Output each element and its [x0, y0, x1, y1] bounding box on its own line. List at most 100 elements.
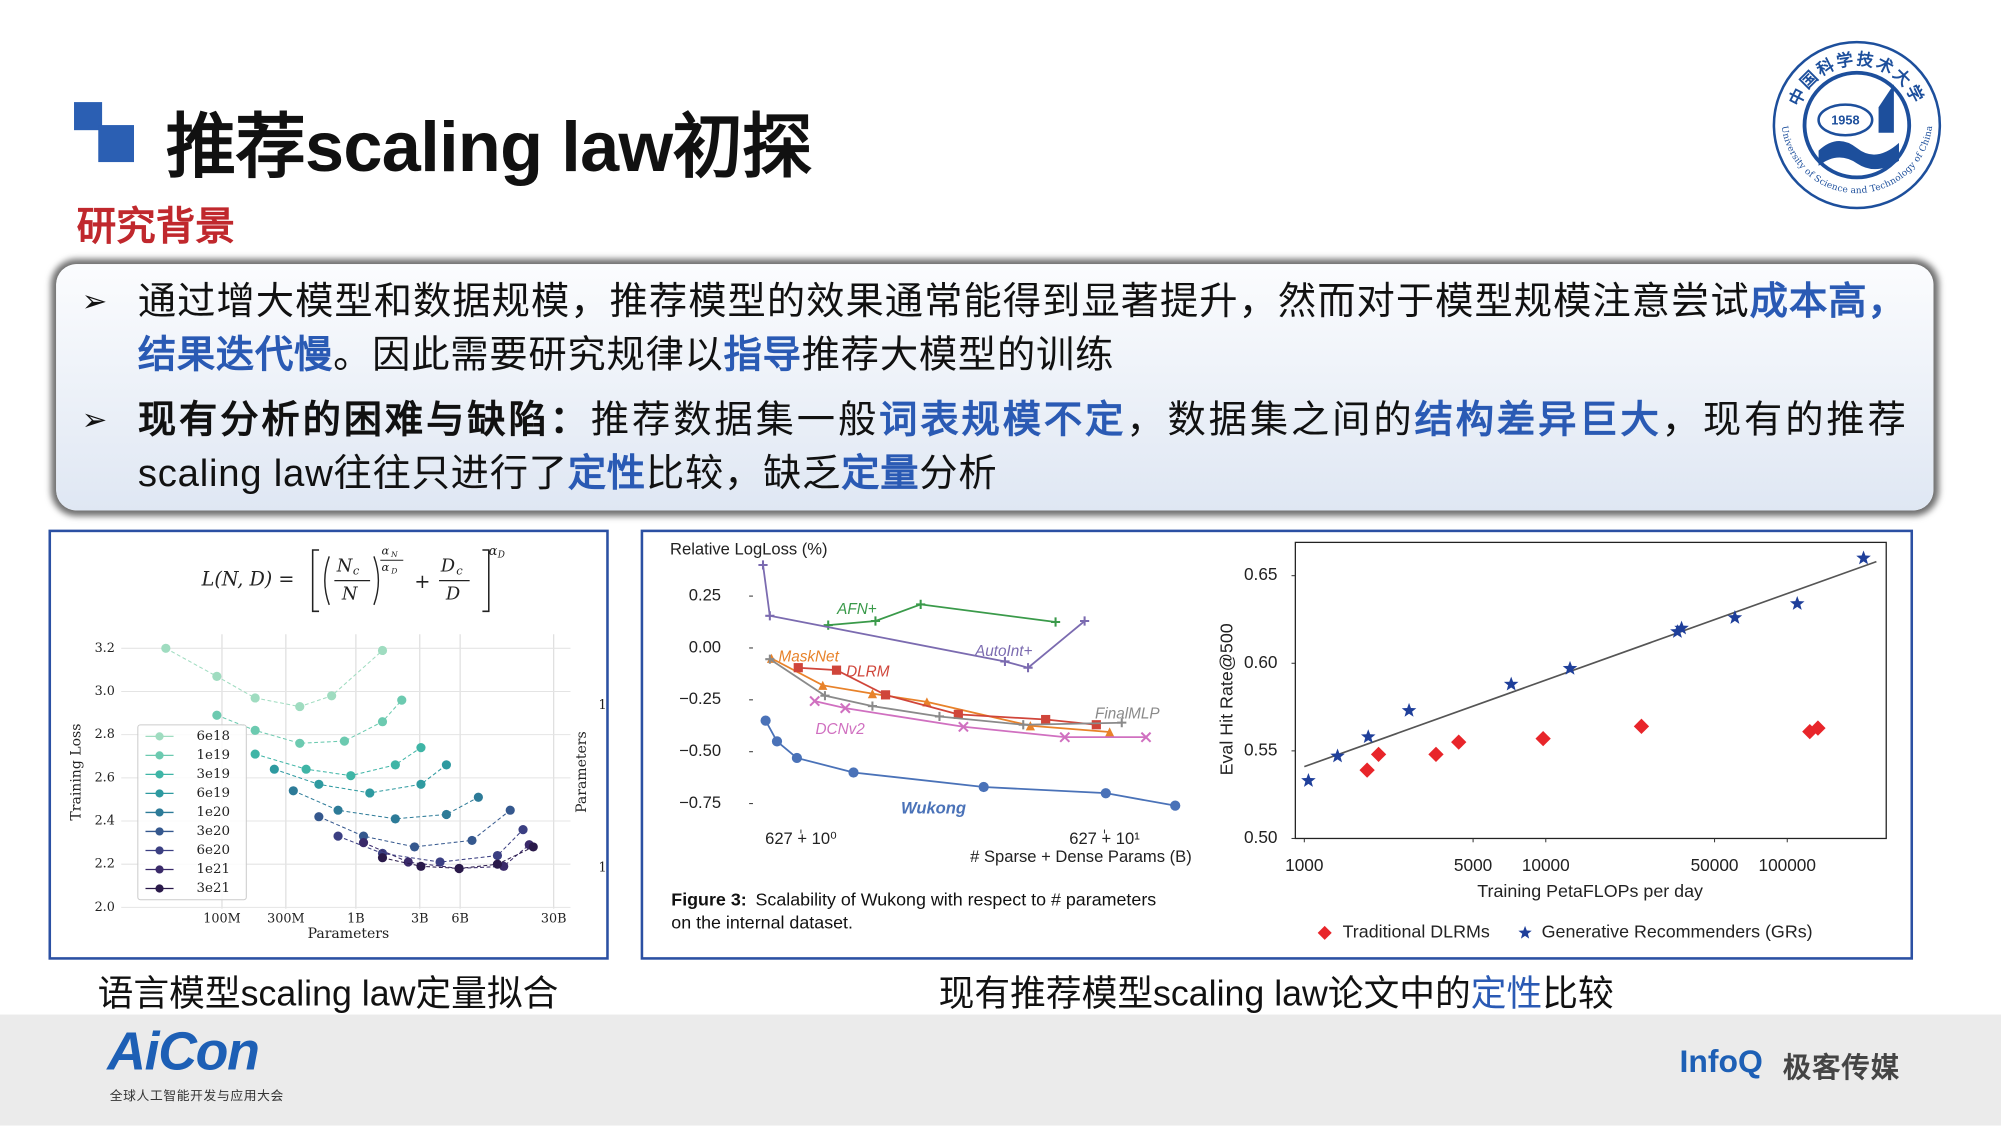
formula-text: D	[497, 551, 505, 561]
x-tick-label: 1B	[347, 911, 364, 926]
logo-emblem	[1818, 140, 1899, 170]
data-point	[377, 645, 388, 656]
data-point	[1789, 596, 1805, 610]
data-point	[1856, 550, 1871, 565]
data-point	[1330, 748, 1345, 763]
plot-frame	[1294, 541, 1887, 840]
data-point	[1633, 718, 1650, 734]
formula-text: α	[489, 544, 498, 559]
y-tick-label: 0.60	[1244, 652, 1278, 672]
x-tick-label: 627 + 10⁰	[765, 829, 837, 848]
series-label: DCNv2	[815, 721, 865, 738]
logo-emblem	[1878, 84, 1894, 133]
x-tick-label: 1000	[1285, 855, 1323, 875]
y-tick-label: 0.00	[689, 637, 721, 656]
data-point	[1025, 721, 1035, 731]
formula-text: D	[440, 556, 455, 577]
y-tick-label: 2.0	[95, 900, 115, 915]
data-point	[916, 599, 926, 609]
data-point	[250, 725, 260, 735]
data-point	[922, 697, 932, 707]
y-tick-label: −0.25	[679, 689, 721, 708]
figure-caption-text: Scalability of Wukong with respect to # …	[756, 890, 1157, 910]
data-point	[758, 560, 768, 570]
slide-title: 推荐scaling law初探	[165, 107, 812, 187]
legend-label: 1e21	[197, 862, 230, 877]
bullet-item: 通过增大模型和数据规模，推荐模型的效果通常能得到显著提升，然而对于模型规模注意尝…	[82, 276, 1907, 383]
bullet-text: ，数据集之间的	[1126, 399, 1415, 442]
y-tick-label: 0.25	[689, 585, 721, 604]
x-tick-label: 5000	[1454, 855, 1492, 875]
section-heading: 研究背景	[76, 204, 235, 249]
data-point	[416, 861, 426, 871]
y2-axis-label: Parameters	[574, 731, 590, 813]
bullet-list: 通过增大模型和数据规模，推荐模型的效果通常能得到显著提升，然而对于模型规模注意尝…	[82, 276, 1907, 513]
data-point	[288, 786, 298, 796]
x-tick-label: 6B	[451, 911, 468, 926]
data-point	[760, 715, 771, 726]
x-tick-label: 100M	[203, 911, 240, 926]
data-point	[409, 842, 420, 852]
formula-bracket	[311, 549, 490, 613]
y2-tick-label: 1	[599, 698, 607, 713]
x-tick-label: 30B	[541, 911, 567, 926]
data-point	[346, 771, 356, 781]
x-tick-label: 3B	[411, 911, 428, 926]
data-point	[492, 850, 503, 861]
legend-swatch	[1317, 925, 1332, 940]
series-label: AutoInt+	[974, 643, 1032, 660]
x-tick-label: 100000	[1759, 855, 1816, 875]
chart-title: Relative LogLoss (%)	[670, 539, 828, 558]
x-axis-label: Training PetaFLOPs per day	[1477, 881, 1703, 901]
data-point	[518, 825, 528, 835]
legend-label: 6e19	[197, 786, 230, 801]
caption-text: 现有推荐模型scaling law论文中的	[938, 973, 1471, 1014]
data-point	[528, 842, 538, 852]
data-point	[1080, 616, 1090, 626]
data-point	[473, 792, 483, 802]
data-point	[1059, 731, 1071, 743]
data-point	[333, 831, 343, 841]
formula-paren	[324, 556, 380, 606]
legend-swatch	[155, 884, 164, 893]
legend-swatch	[155, 865, 164, 874]
y-axis-label: Training Loss	[69, 724, 85, 821]
legend-label: Traditional DLRMs	[1343, 922, 1490, 942]
legend-label: 1e20	[197, 805, 230, 820]
data-point	[880, 690, 891, 700]
formula-text: L(N, D) =	[201, 568, 295, 591]
series-line	[828, 603, 1056, 626]
y-tick-label: 2.4	[95, 814, 115, 829]
formula-text: c	[456, 564, 463, 578]
data-point	[358, 838, 369, 848]
data-point	[1091, 720, 1101, 730]
data-point	[1428, 746, 1444, 763]
legend-swatch	[155, 827, 164, 836]
legend-swatch	[1518, 925, 1532, 939]
data-point	[358, 831, 369, 841]
series-line	[165, 647, 383, 708]
data-point	[454, 863, 464, 874]
figure-frame	[640, 529, 1914, 960]
legend-swatch	[155, 732, 164, 741]
data-point	[1140, 731, 1152, 743]
data-point	[823, 620, 833, 630]
data-point	[765, 611, 775, 621]
data-point	[295, 701, 305, 712]
bullet-text: ，现有的推荐scaling law往往只进行了	[137, 399, 1907, 496]
data-point	[365, 788, 375, 798]
legend-swatch	[155, 751, 164, 760]
figure-caption-label: Figure 3:	[671, 890, 746, 910]
legend-label: Generative Recommenders (GRs)	[1542, 922, 1813, 942]
data-point	[327, 691, 337, 701]
data-point	[771, 736, 783, 747]
data-point	[314, 812, 324, 822]
series-label: MaskNet	[778, 648, 839, 665]
data-point	[269, 764, 279, 774]
data-point	[403, 857, 413, 867]
data-point	[958, 721, 969, 733]
data-point	[212, 671, 222, 681]
y-axis-label: Eval Hit Rate@500	[1216, 623, 1236, 775]
partner-name: 极客传媒	[1782, 1051, 1901, 1084]
y-tick-label: 0.55	[1244, 739, 1278, 759]
